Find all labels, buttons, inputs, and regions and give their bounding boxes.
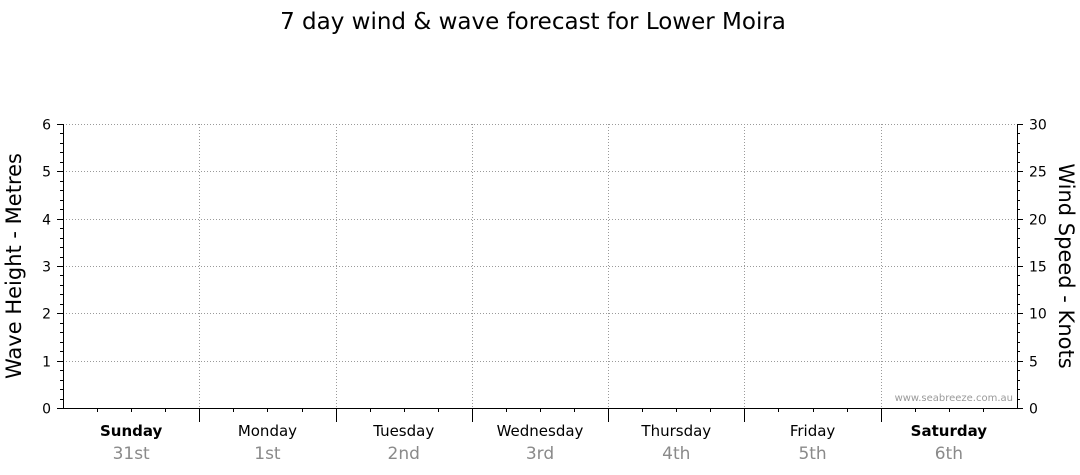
left-tick-label: 5 (42, 165, 51, 181)
day-name-label: Monday (238, 422, 297, 440)
right-tick-label: 15 (1029, 260, 1047, 276)
day-date-label: 4th (662, 444, 690, 464)
day-name-label: Saturday (911, 422, 988, 440)
day-name-label: Thursday (640, 422, 711, 440)
left-tick-label: 3 (42, 260, 51, 276)
day-name-label: Friday (790, 422, 836, 440)
day-date-label: 5th (798, 444, 826, 464)
grid-layer (63, 124, 1017, 408)
day-name-label: Sunday (100, 422, 163, 440)
left-tick-label: 1 (42, 355, 51, 371)
right-tick-label: 10 (1029, 307, 1047, 323)
day-date-label: 6th (935, 444, 963, 464)
chart-title: 7 day wind & wave forecast for Lower Moi… (280, 9, 786, 35)
right-tick-label: 30 (1029, 118, 1047, 134)
day-name-label: Tuesday (372, 422, 434, 440)
watermark-text: www.seabreeze.com.au (895, 393, 1013, 404)
right-tick-label: 20 (1029, 213, 1047, 229)
left-tick-label: 6 (42, 118, 51, 134)
right-tick-label: 25 (1029, 165, 1047, 181)
day-date-label: 1st (254, 444, 281, 464)
right-tick-label: 0 (1029, 402, 1038, 418)
left-tick-label: 4 (42, 213, 51, 229)
right-tick-label: 5 (1029, 355, 1038, 371)
day-date-label: 2nd (388, 444, 420, 464)
day-date-label: 3rd (526, 444, 554, 464)
labels-layer: 0 1 2 3 4 5 6 0 5 10 15 20 25 30 Sunday 31st Monday 1st Tu… (42, 118, 1047, 465)
axes-layer (57, 124, 1023, 422)
day-name-label: Wednesday (497, 422, 584, 440)
right-axis-title: Wind Speed - Knots (1054, 163, 1078, 368)
day-date-label: 31st (113, 444, 150, 464)
left-axis-title: Wave Height - Metres (2, 153, 26, 379)
left-tick-label: 0 (42, 402, 51, 418)
left-tick-label: 2 (42, 307, 51, 323)
